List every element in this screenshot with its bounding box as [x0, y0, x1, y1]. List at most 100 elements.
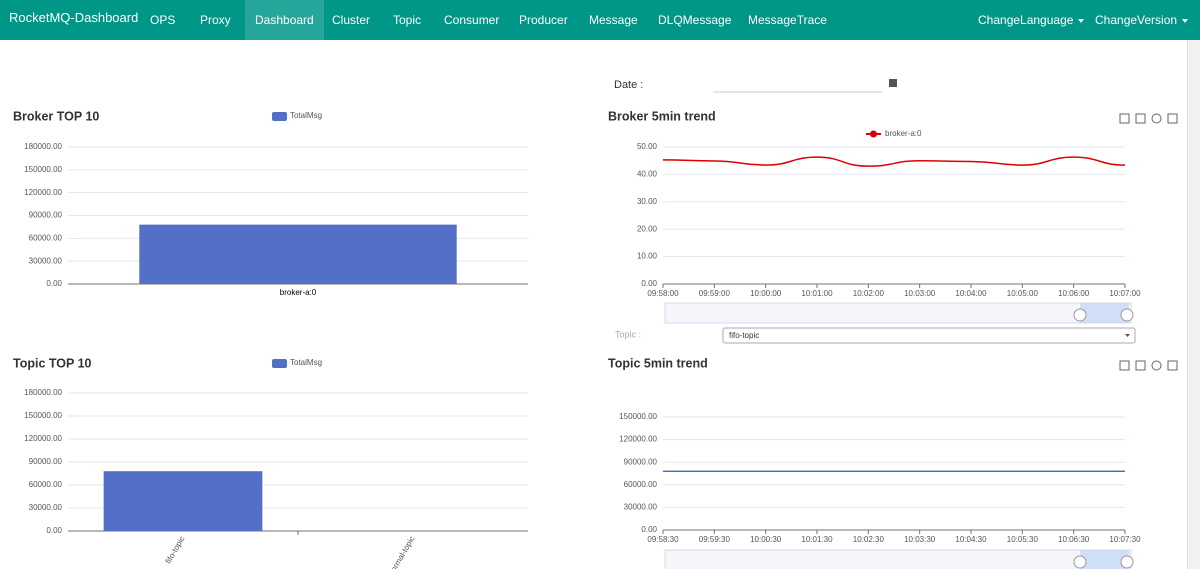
toolbox-icon[interactable] [1151, 113, 1162, 124]
nav-item[interactable]: Producer [519, 13, 568, 27]
select-caret [1125, 334, 1130, 337]
x-tick-label: 10:01:00 [801, 289, 833, 298]
y-tick-label: 180000.00 [24, 388, 62, 397]
nav-item[interactable]: Proxy [200, 13, 231, 27]
legend-dot [870, 130, 877, 138]
nav-item[interactable]: Cluster [332, 13, 371, 27]
zoom-window [1080, 550, 1129, 569]
nav-item[interactable]: OPS [150, 13, 176, 27]
nav-item[interactable]: DLQMessage [658, 13, 732, 27]
y-tick-label: 90000.00 [29, 211, 63, 220]
topic-select[interactable] [722, 327, 1136, 344]
y-tick-label: 60000.00 [29, 233, 63, 242]
y-tick-label: 40.00 [637, 170, 658, 179]
nav-item[interactable]: Message [589, 13, 638, 27]
x-tick-label: normal-topic [387, 535, 417, 569]
legend-swatch [272, 112, 287, 121]
x-tick-label: 10:05:00 [1007, 289, 1039, 298]
x-tick-label: 10:00:30 [750, 535, 782, 544]
x-tick-label: 10:02:30 [853, 535, 885, 544]
x-tick-label: 10:02:00 [853, 289, 885, 298]
y-tick-label: 0.00 [46, 526, 62, 535]
x-tick-label: 10:00:00 [750, 289, 782, 298]
x-tick-label: 10:04:30 [955, 535, 987, 544]
y-tick-label: 90000.00 [624, 457, 658, 466]
y-tick-label: 10.00 [637, 252, 658, 261]
y-tick-label: 150000.00 [24, 411, 62, 420]
toolbox-icon[interactable] [1119, 113, 1130, 124]
x-tick-label: 10:03:30 [904, 535, 936, 544]
x-tick-label: 09:59:00 [699, 289, 731, 298]
legend-swatch [272, 359, 287, 368]
date-label: Date : [614, 79, 643, 91]
zoom-slider [664, 549, 1132, 569]
legend-label: broker-a:0 [885, 129, 922, 138]
toolbox-icon[interactable] [1135, 360, 1146, 371]
nav-dropdown[interactable]: ChangeLanguage [978, 0, 1085, 40]
y-tick-label: 0.00 [641, 279, 657, 288]
y-tick-label: 30000.00 [29, 503, 63, 512]
zoom-slider [664, 302, 1132, 324]
y-tick-label: 30.00 [637, 197, 658, 206]
x-tick-label: 09:58:30 [647, 535, 679, 544]
calendar-icon[interactable] [889, 79, 897, 87]
toolbox-icon[interactable] [1167, 113, 1178, 124]
y-tick-label: 50.00 [637, 142, 658, 151]
x-tick-label: 10:07:30 [1109, 535, 1141, 544]
chart-title: Broker 5min trend [608, 109, 716, 123]
chart-title: Topic TOP 10 [13, 356, 92, 370]
toolbox-icon[interactable] [1135, 113, 1146, 124]
y-tick-label: 120000.00 [24, 188, 62, 197]
y-tick-label: 90000.00 [29, 457, 63, 466]
toolbox-icon[interactable] [1151, 360, 1162, 371]
zoom-handle[interactable] [1120, 308, 1134, 322]
nav-dropdown[interactable]: ChangeVersion [1095, 0, 1189, 40]
x-tick-label: 10:03:00 [904, 289, 936, 298]
zoom-handle[interactable] [1073, 308, 1087, 322]
y-tick-label: 60000.00 [624, 480, 658, 489]
x-tick-label: 10:01:30 [801, 535, 833, 544]
x-tick-label: 10:04:00 [955, 289, 987, 298]
y-tick-label: 0.00 [46, 279, 62, 288]
y-tick-label: 120000.00 [24, 434, 62, 443]
nav-item[interactable]: Topic [393, 13, 422, 27]
nav-item[interactable]: Consumer [444, 13, 500, 27]
x-tick-label: fifo-topic [164, 535, 187, 566]
y-tick-label: 0.00 [641, 525, 657, 534]
nav-dropdown-label: ChangeLanguage [978, 13, 1074, 27]
topic-select-value: fifo-topic [729, 331, 759, 340]
zoom-handle[interactable] [1073, 555, 1087, 569]
topic-label: Topic : [615, 329, 641, 339]
x-tick-label: 10:05:30 [1007, 535, 1039, 544]
nav-dropdown-label: ChangeVersion [1095, 13, 1178, 27]
y-tick-label: 150000.00 [619, 412, 657, 421]
nav-item[interactable]: MessageTrace [748, 13, 827, 27]
toolbox-icon[interactable] [1119, 360, 1130, 371]
line-series [662, 156, 1126, 167]
y-tick-label: 30000.00 [624, 503, 658, 512]
x-tick-label: 10:07:00 [1109, 289, 1141, 298]
bar [139, 224, 457, 284]
toolbox-icon[interactable] [1167, 360, 1178, 371]
x-tick-label: 10:06:00 [1058, 289, 1090, 298]
y-tick-label: 120000.00 [619, 435, 657, 444]
navbar: RocketMQ-Dashboard OPS Proxy Dashboard C… [0, 0, 1200, 40]
zoom-handle[interactable] [1120, 555, 1134, 569]
chart-title: Broker TOP 10 [13, 109, 99, 123]
brand[interactable]: RocketMQ-Dashboard [9, 10, 139, 25]
zoom-window [1080, 303, 1129, 323]
x-tick-label: 10:06:30 [1058, 535, 1090, 544]
x-tick-label: 09:59:30 [699, 535, 731, 544]
legend-label: TotalMsg [290, 358, 322, 367]
nav-item[interactable]: Dashboard [245, 0, 324, 40]
scrollbar [1187, 40, 1200, 569]
y-tick-label: 180000.00 [24, 142, 62, 151]
y-tick-label: 30000.00 [29, 256, 63, 265]
y-tick-label: 20.00 [637, 224, 658, 233]
legend-label: TotalMsg [290, 111, 322, 120]
y-tick-label: 60000.00 [29, 480, 63, 489]
x-tick-label: broker-a:0 [280, 288, 317, 297]
